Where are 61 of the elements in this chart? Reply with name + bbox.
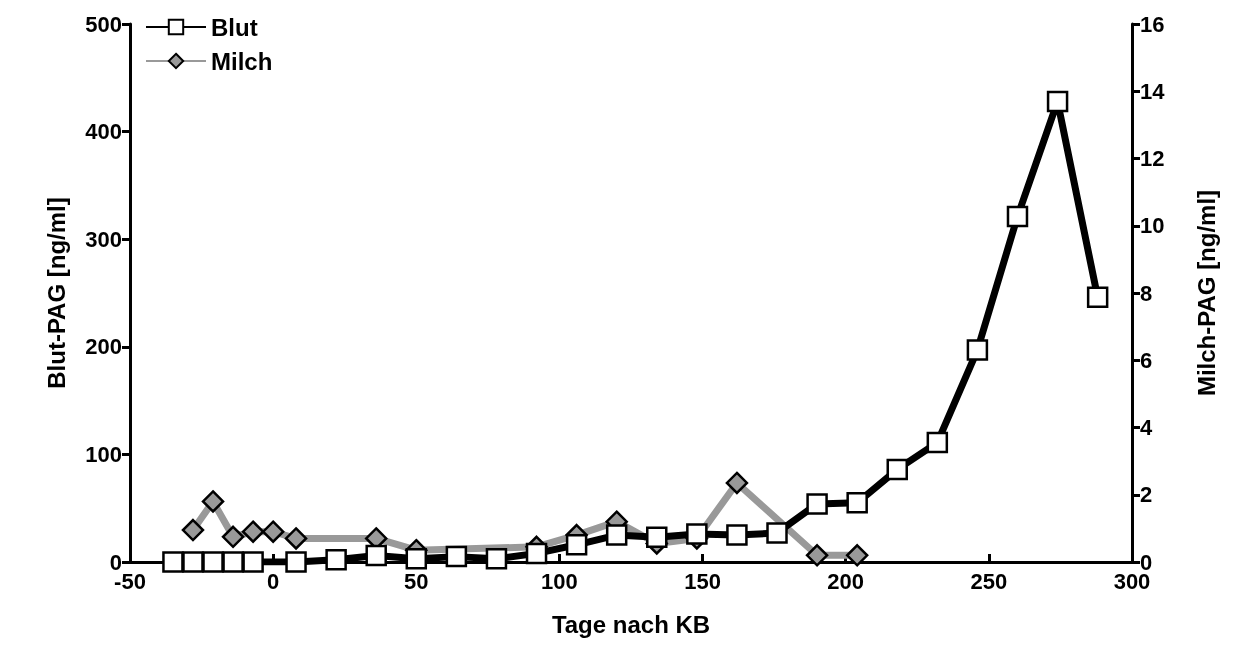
- y2-tick-label: 10: [1140, 213, 1165, 239]
- x-tick-label: 200: [827, 568, 865, 594]
- x-axis-title: Tage nach KB: [551, 610, 711, 638]
- y2-tick-label: 8: [1140, 280, 1153, 306]
- point: [525, 542, 548, 565]
- point: [766, 522, 788, 544]
- point: [261, 520, 285, 543]
- x-tick-label: 250: [970, 568, 1008, 594]
- y2-tick-label: 16: [1140, 11, 1165, 37]
- point: [726, 524, 748, 546]
- x-tick-label: 100: [541, 568, 578, 594]
- point: [222, 551, 244, 573]
- y2-tick-label: 14: [1140, 78, 1166, 104]
- y2-tick-label: 0: [1140, 549, 1153, 575]
- point: [182, 551, 204, 573]
- point: [845, 544, 869, 567]
- point: [646, 526, 668, 548]
- y2-tick-label: 6: [1140, 347, 1153, 373]
- point: [241, 520, 265, 543]
- point: [846, 492, 868, 514]
- y2-tick-label: 4: [1140, 415, 1153, 440]
- x-tick-label: 50: [404, 568, 429, 594]
- y2-axis-title: Milch-PAG [ng/ml]: [1192, 189, 1220, 397]
- y2-tick-label: 12: [1140, 146, 1165, 171]
- legend-label: Blut: [211, 13, 258, 41]
- point: [565, 534, 588, 556]
- point: [806, 493, 828, 515]
- y-tick-label: 200: [85, 334, 122, 360]
- point: [805, 544, 829, 567]
- point: [926, 431, 949, 454]
- point: [325, 549, 347, 571]
- point: [1006, 205, 1029, 228]
- point: [445, 545, 468, 568]
- point: [966, 339, 989, 361]
- point: [405, 548, 428, 570]
- point: [365, 544, 387, 567]
- y-axis-title: Blut-PAG [ng/ml]: [42, 197, 70, 389]
- point: [284, 527, 308, 550]
- y-tick-label: 500: [85, 11, 122, 37]
- y-tick-label: 300: [85, 226, 122, 252]
- point: [201, 490, 225, 513]
- point: [1046, 90, 1069, 113]
- y-tick-label: 0: [109, 549, 122, 575]
- point: [485, 548, 508, 570]
- point: [1086, 286, 1109, 309]
- point: [162, 551, 184, 573]
- legend-label: Milch: [211, 47, 273, 75]
- point: [181, 518, 205, 542]
- point: [725, 471, 749, 495]
- point: [242, 551, 264, 573]
- point: [221, 525, 245, 549]
- point: [605, 524, 628, 546]
- point: [886, 458, 908, 481]
- x-tick-label: 150: [684, 568, 721, 594]
- point: [202, 551, 224, 573]
- y-tick-label: 400: [85, 119, 122, 145]
- y2-tick-label: 2: [1140, 482, 1153, 508]
- x-tick-label: 0: [267, 568, 280, 594]
- point: [686, 523, 708, 545]
- y-tick-label: 100: [85, 441, 122, 467]
- point: [285, 551, 307, 573]
